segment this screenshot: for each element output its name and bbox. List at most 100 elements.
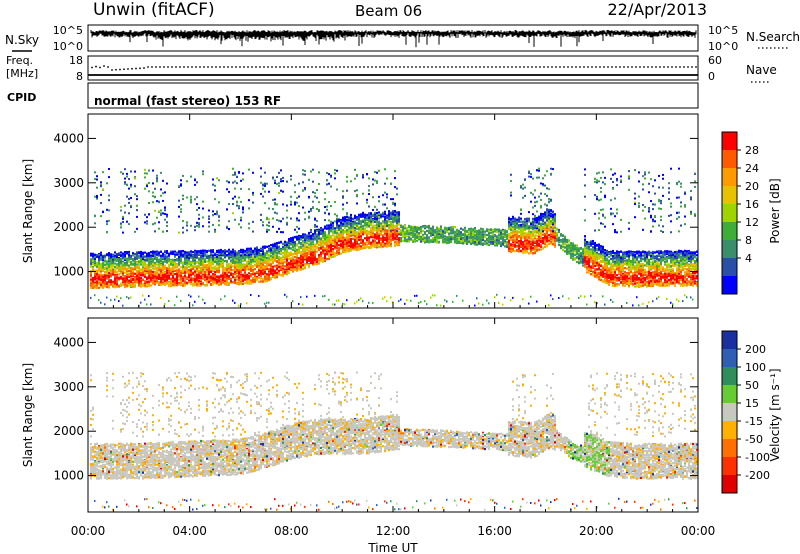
scatter-cell [100, 270, 102, 273]
scatter-cell [148, 252, 150, 255]
scatter-cell [298, 247, 300, 250]
scatter-cell [126, 258, 128, 261]
scatter-cell [254, 257, 256, 261]
scatter-cell [314, 251, 316, 254]
scatter-cell [138, 269, 140, 272]
scatter-cell [224, 272, 226, 275]
scatter-cell [208, 217, 210, 220]
scatter-cell [280, 262, 282, 265]
scatter-cell [160, 213, 162, 216]
scatter-cell [276, 256, 278, 260]
nave-dot [427, 66, 429, 68]
scatter-cell [258, 280, 260, 283]
scatter-cell [132, 252, 134, 255]
scatter-cell [240, 258, 242, 261]
scatter-cell [264, 255, 266, 258]
scatter-cell [116, 253, 118, 256]
scatter-cell [252, 249, 254, 252]
scatter-cell [308, 215, 310, 218]
scatter-cell [162, 199, 164, 202]
scatter-cell [232, 167, 234, 170]
scatter-cell [296, 217, 298, 220]
scatter-cell [174, 272, 176, 276]
scatter-cell [172, 261, 174, 264]
nave-dot [563, 66, 565, 68]
scatter-cell [266, 245, 268, 248]
nave-dot [603, 66, 605, 68]
scatter-cell [156, 260, 158, 263]
scatter-cell [152, 255, 154, 258]
scatter-cell [200, 263, 202, 266]
scatter-cell [306, 251, 308, 255]
scatter-cell [120, 261, 122, 264]
scatter-cell [134, 281, 136, 284]
scatter-cell [120, 259, 122, 263]
cpid-mode-text: normal (fast stereo) 153 RF [94, 94, 281, 108]
scatter-cell [202, 254, 204, 258]
scatter-cell [294, 256, 296, 259]
scatter-cell [170, 250, 172, 253]
scatter-cell [284, 261, 286, 264]
nave-dot [283, 66, 285, 68]
scatter-cell [232, 253, 234, 256]
scatter-cell [196, 203, 198, 206]
scatter-cell [92, 277, 94, 281]
scatter-cell [182, 249, 184, 253]
scatter-cell [290, 253, 292, 256]
scatter-cell [294, 268, 296, 271]
scatter-cell [204, 251, 206, 254]
nave-dot [271, 66, 273, 68]
scatter-cell [212, 282, 214, 285]
nave-dot [575, 66, 577, 68]
scatter-cell [124, 279, 126, 282]
beam-title: Beam 06 [355, 2, 422, 20]
scatter-cell [220, 274, 222, 277]
scatter-cell [278, 247, 280, 251]
scatter-cell [202, 277, 204, 280]
scatter-cell [196, 267, 198, 270]
scatter-cell [110, 268, 112, 271]
scatter-cell [226, 268, 228, 272]
scatter-cell [130, 268, 132, 272]
scatter-cell [262, 184, 264, 187]
scatter-cell [268, 271, 270, 275]
scatter-cell [140, 281, 142, 285]
scatter-cell [218, 179, 220, 182]
scatter-cell [292, 300, 294, 303]
scatter-cell [106, 260, 108, 263]
scatter-cell [140, 257, 142, 260]
scatter-cell [92, 269, 94, 273]
nave-dot [503, 66, 505, 68]
scatter-cell [286, 259, 288, 262]
scatter-cell [260, 277, 262, 280]
nave-dot [227, 66, 229, 68]
scatter-cell [132, 283, 134, 286]
scatter-cell [98, 275, 100, 279]
scatter-cell [314, 233, 316, 236]
scatter-cell [138, 270, 140, 274]
scatter-cell [214, 198, 216, 201]
scatter-cell [286, 221, 288, 224]
scatter-cell [274, 271, 276, 274]
scatter-cell [152, 182, 154, 185]
scatter-cell [226, 253, 228, 257]
scatter-cell [278, 252, 280, 255]
scatter-cell [98, 281, 100, 284]
scatter-cell [280, 256, 282, 259]
scatter-cell [138, 283, 140, 286]
scatter-cell [90, 252, 92, 255]
scatter-cell [176, 258, 178, 261]
scatter-cell [106, 277, 108, 280]
scatter-cell [204, 284, 206, 287]
scatter-cell [144, 168, 146, 171]
scatter-cell [136, 263, 138, 266]
scatter-cell [280, 251, 282, 254]
scatter-cell [154, 266, 156, 270]
scatter-cell [246, 247, 248, 250]
scatter-cell [118, 273, 120, 276]
scatter-cell [310, 243, 312, 246]
scatter-cell [224, 249, 226, 252]
scatter-cell [132, 258, 134, 261]
scatter-cell [168, 281, 170, 284]
scatter-cell [188, 281, 190, 284]
